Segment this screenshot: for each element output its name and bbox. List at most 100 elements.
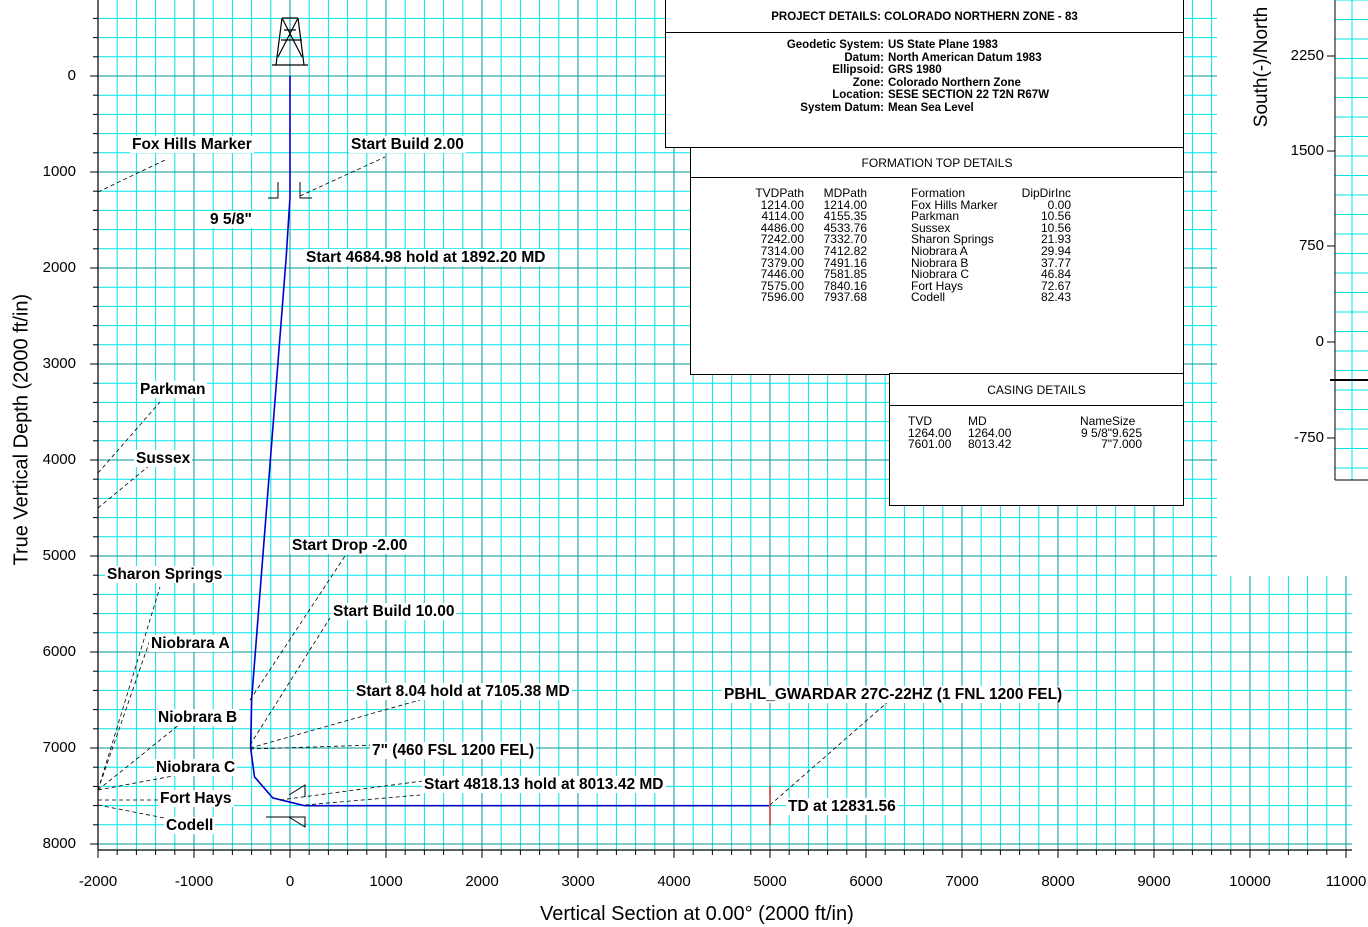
table-cell: 46.84	[1040, 267, 1071, 282]
table-cell: 9 5/8"	[1081, 425, 1112, 440]
table-cell: 7596.00	[760, 290, 804, 305]
leader-line	[97, 464, 151, 509]
leader-line	[97, 159, 166, 193]
y-tick-label: 5000	[42, 547, 76, 564]
casing-marker-icon	[266, 816, 306, 828]
project-detail-row: System Datum: Mean Sea Level	[666, 102, 1185, 115]
annotation-label: Niobrara A	[149, 635, 232, 652]
y-tick-label: 4000	[42, 451, 76, 468]
annotation-label: 9 5/8"	[208, 211, 254, 228]
formation-top-title: FORMATION TOP DETAILS	[691, 148, 1183, 178]
x-tick-label: -2000	[78, 873, 118, 890]
project-detail-row: Ellipsoid: GRS 1980	[666, 64, 1185, 77]
table-cell: 1214.00	[823, 197, 867, 212]
project-details-title: PROJECT DETAILS: COLORADO NORTHERN ZONE …	[666, 0, 1183, 33]
table-cell: 7"	[1101, 437, 1112, 452]
project-details-panel: PROJECT DETAILS: COLORADO NORTHERN ZONE …	[665, 0, 1184, 148]
casing-marker-icon	[268, 182, 279, 199]
project-detail-value: Colorado Northern Zone	[888, 76, 1021, 89]
project-detail-value: North American Datum 1983	[888, 51, 1042, 64]
leader-line	[97, 401, 161, 474]
annotation-label: Niobrara C	[154, 759, 238, 776]
table-cell: 7840.16	[823, 278, 867, 293]
table-cell: 7314.00	[760, 244, 804, 258]
table-cell: 7332.70	[823, 232, 867, 247]
project-detail-row: Datum: North American Datum 1983	[666, 52, 1185, 65]
x-tick-label: 9000	[1137, 873, 1171, 890]
inset-y-tick-label: 0	[1315, 333, 1324, 350]
inset-y-tick-label: 750	[1298, 237, 1324, 254]
table-cell: 37.77	[1040, 255, 1071, 270]
table-cell: 10.56	[1040, 220, 1071, 235]
annotation-label: Start 4684.98 hold at 1892.20 MD	[304, 249, 548, 266]
derrick-icon	[297, 17, 305, 66]
table-header-cell: Name	[1079, 414, 1112, 428]
derrick-icon	[275, 17, 283, 66]
inset-y-axis-title: South(-)/North	[1251, 6, 1272, 128]
leader-line	[97, 639, 151, 791]
table-cell: 7242.00	[760, 232, 804, 247]
x-tick-label: 4000	[657, 873, 691, 890]
project-detail-value: Mean Sea Level	[888, 101, 974, 114]
x-tick-label: 10000	[1229, 873, 1271, 890]
table-cell: 7491.16	[823, 255, 867, 270]
table-header-cell: DipDirInc	[1021, 186, 1071, 200]
annotation-label: Start Build 2.00	[349, 136, 466, 153]
leader-line	[97, 586, 161, 791]
x-tick-label: 8000	[1041, 873, 1075, 890]
project-detail-value: GRS 1980	[888, 64, 942, 77]
table-header-cell: MDPath	[823, 186, 867, 200]
annotation-label: Start Drop -2.00	[290, 537, 410, 554]
table-cell: Niobrara C	[911, 267, 970, 282]
annotation-label: TD at 12831.56	[786, 798, 898, 815]
table-cell: 82.43	[1040, 290, 1071, 305]
casing-details-title: CASING DETAILS	[890, 374, 1183, 406]
leader-line	[279, 779, 431, 801]
annotation-label: Start Build 10.00	[331, 603, 457, 620]
annotation-label: Sussex	[134, 450, 193, 467]
table-cell: Sharon Springs	[911, 232, 994, 247]
annotation-label: Parkman	[138, 381, 208, 398]
x-tick-label: 1000	[369, 873, 403, 890]
y-tick-label: 3000	[42, 355, 76, 372]
table-cell: 29.94	[1040, 244, 1071, 258]
project-detail-key: Geodetic System:	[786, 39, 884, 51]
table-header-cell: Formation	[911, 186, 966, 200]
table-cell: 21.93	[1040, 232, 1071, 247]
x-tick-label: 6000	[849, 873, 883, 890]
inset-y-tick-label: 1500	[1290, 142, 1324, 159]
y-tick-label: 1000	[42, 163, 76, 180]
table-cell: Fox Hills Marker	[911, 197, 998, 212]
y-tick-label: 0	[67, 67, 76, 84]
table-cell: Sussex	[911, 220, 951, 235]
project-detail-key: System Datum:	[800, 101, 884, 114]
annotation-label: Sharon Springs	[105, 566, 225, 583]
leader-line	[299, 156, 386, 197]
table-cell: 7581.85	[823, 267, 867, 282]
y-tick-label: 2000	[42, 259, 76, 276]
table-cell: 1264.00	[968, 425, 1012, 440]
formation-top-panel: FORMATION TOP DETAILS TVDPath MDPath Forma…	[690, 147, 1184, 375]
x-tick-label: 5000	[753, 873, 787, 890]
leader-line	[249, 555, 346, 701]
derrick-icon	[281, 17, 303, 58]
x-tick-label: 0	[285, 873, 295, 890]
annotation-label: PBHL_GWARDAR 27C-22HZ (1 FNL 1200 FEL)	[722, 686, 1065, 703]
casing-details-panel: CASING DETAILS TVD MD Name Size 1264.00 1264.…	[889, 373, 1184, 506]
x-tick-label: -1000	[174, 873, 214, 890]
table-cell: 72.67	[1040, 278, 1071, 293]
project-detail-value: US State Plane 1983	[888, 39, 998, 51]
annotation-label: Start 4818.13 hold at 8013.42 MD	[422, 776, 666, 793]
project-detail-row: Geodetic System: US State Plane 1983	[666, 39, 1185, 52]
x-tick-label: 7000	[945, 873, 979, 890]
x-axis-title: Vertical Section at 0.00° (2000 ft/in)	[540, 903, 854, 925]
table-cell: 7937.68	[823, 290, 867, 305]
table-cell: 7601.00	[908, 437, 952, 452]
table-header-cell: MD	[968, 414, 987, 428]
table-cell: Niobrara B	[911, 255, 969, 270]
casing-marker-icon	[288, 784, 306, 797]
leader-line	[97, 719, 186, 791]
table-cell: Codell	[911, 290, 946, 305]
